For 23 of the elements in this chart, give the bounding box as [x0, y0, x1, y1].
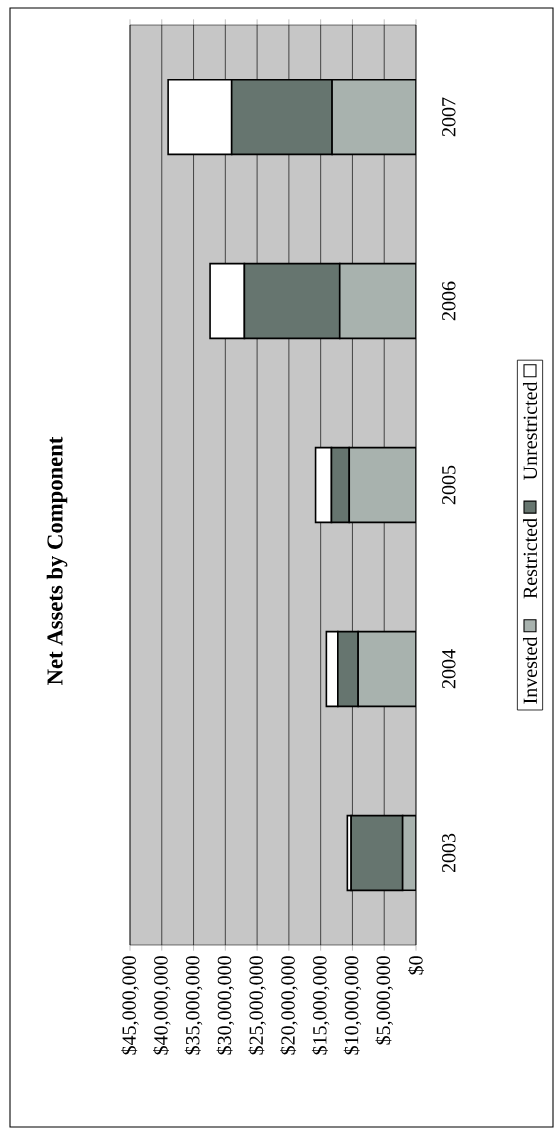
y-tick-label: 2007 — [442, 97, 456, 137]
x-tick-label: $0 — [408, 956, 424, 975]
x-tick-label: $30,000,000 — [216, 956, 235, 1055]
y-tick-label: 2004 — [442, 649, 456, 689]
x-tick-label: $20,000,000 — [280, 956, 298, 1055]
x-tick-label: $5,000,000 — [375, 956, 393, 1045]
x-tick-label: $15,000,000 — [311, 956, 330, 1055]
x-tick-label: $35,000,000 — [184, 956, 203, 1055]
y-tick-label: 2006 — [442, 281, 456, 321]
x-tick-label: $25,000,000 — [248, 956, 266, 1055]
legend-label: Restricted — [522, 518, 538, 599]
x-tick-label: $10,000,000 — [343, 956, 362, 1055]
legend-label: Invested — [522, 636, 538, 704]
bar — [338, 262, 416, 340]
x-tick-label: $40,000,000 — [153, 956, 171, 1055]
y-tick-label: 2005 — [442, 465, 456, 505]
bar — [348, 446, 416, 524]
x-tick-label: $45,000,000 — [121, 956, 139, 1055]
y-tick-label: 2003 — [442, 833, 456, 873]
text: Net Assets by Component — [46, 436, 68, 685]
legend-label: Unrestricted — [522, 381, 538, 480]
bar — [331, 78, 416, 156]
bar — [357, 630, 416, 708]
